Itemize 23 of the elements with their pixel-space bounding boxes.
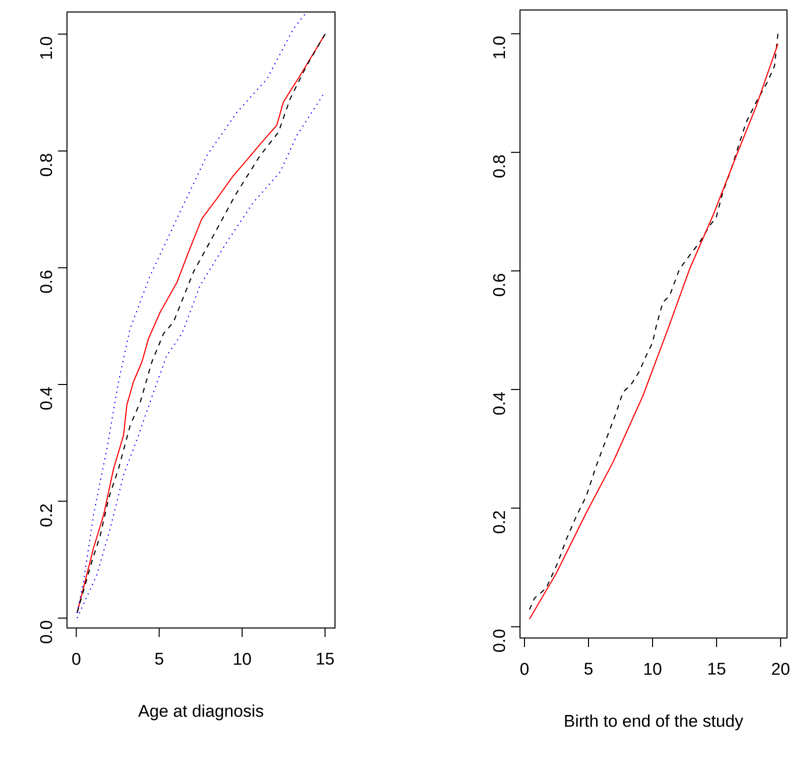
y-tick-label: 0.2 <box>40 504 52 526</box>
y-tick-label: 1.0 <box>40 37 52 59</box>
x-tick-label: 20 <box>772 662 790 675</box>
y-tick-label: 1.0 <box>493 36 506 58</box>
x-tick-label: 5 <box>155 652 164 665</box>
x-tick-label: 15 <box>316 652 334 665</box>
x-tick-label: 0 <box>72 652 80 665</box>
y-tick-label: 0.8 <box>493 155 506 178</box>
y-tick-label: 0.6 <box>40 270 52 293</box>
x-axis-title: Age at diagnosis <box>138 704 264 720</box>
y-tick-label: 0.2 <box>493 511 506 534</box>
x-axis-title: Birth to end of the study <box>565 714 744 730</box>
y-tick-label: 0.6 <box>493 274 506 296</box>
y-tick-label: 0.0 <box>493 630 506 652</box>
x-tick-label: 0 <box>520 662 529 675</box>
x-tick-label: 10 <box>644 662 662 675</box>
x-tick-label: 10 <box>234 652 251 665</box>
y-tick-label: 0.8 <box>40 154 52 176</box>
y-tick-label: 0.4 <box>493 392 506 415</box>
y-tick-label: 0.4 <box>40 387 52 410</box>
y-tick-label: 0.0 <box>40 620 52 644</box>
x-tick-label: 5 <box>584 662 593 675</box>
x-tick-label: 15 <box>708 662 726 675</box>
